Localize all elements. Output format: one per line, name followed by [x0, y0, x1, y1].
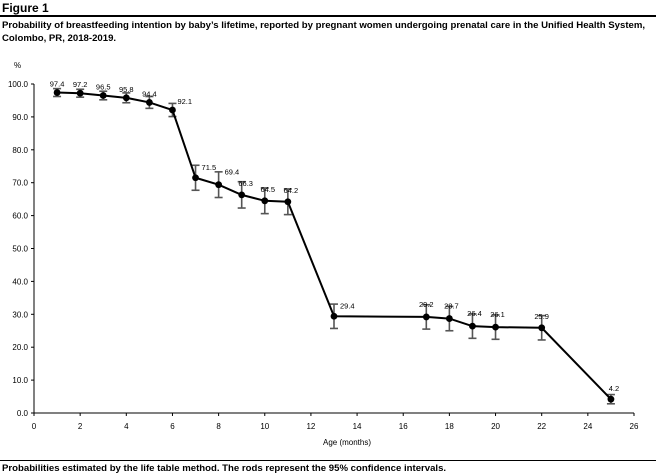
- data-label: 26.1: [490, 310, 505, 319]
- x-tick-label: 2: [78, 422, 83, 431]
- data-point: [145, 99, 153, 106]
- data-point: [99, 92, 107, 99]
- data-label: 66.3: [238, 179, 253, 188]
- x-tick-label: 24: [583, 422, 592, 431]
- x-tick-label: 12: [306, 422, 315, 431]
- footer-rule: [0, 460, 656, 461]
- data-label: 94.4: [142, 89, 157, 98]
- x-tick-label: 0: [32, 422, 37, 431]
- x-tick-label: 6: [170, 422, 175, 431]
- data-point: [169, 106, 176, 114]
- y-tick-label: 50.0: [12, 245, 28, 254]
- data-points: [53, 89, 615, 403]
- x-tick-label: 14: [353, 422, 362, 431]
- x-tick-label: 20: [491, 422, 500, 431]
- header-rule: [0, 15, 656, 17]
- data-point: [607, 395, 615, 403]
- y-tick-label: 20.0: [12, 343, 28, 352]
- data-point: [330, 312, 338, 320]
- data-label: 97.4: [50, 80, 65, 89]
- x-axis-ticks: 0 2 4 6 8 10 12 14 16 18 20 22 24 26: [32, 413, 639, 431]
- data-label: 4.2: [609, 384, 619, 393]
- x-tick-label: 22: [537, 422, 546, 431]
- data-point: [53, 89, 61, 96]
- data-point: [422, 313, 430, 321]
- chart-axes: [33, 84, 634, 414]
- data-point: [192, 174, 199, 182]
- y-tick-label: 90.0: [12, 113, 28, 122]
- y-tick-label: 30.0: [12, 310, 28, 319]
- data-label: 92.1: [177, 97, 192, 106]
- series-line: [57, 91, 612, 400]
- data-label: 64.5: [260, 185, 275, 194]
- y-axis-label: %: [14, 61, 21, 70]
- x-tick-label: 16: [399, 422, 408, 431]
- y-axis-ticks: 0.0 10.0 20.0 30.0 40.0 50.0 60.0 70.0 80.0 90.0 1…: [8, 80, 34, 418]
- y-tick-label: 40.0: [12, 277, 28, 286]
- data-label: 29.4: [340, 301, 355, 310]
- x-tick-label: 10: [260, 422, 269, 431]
- data-label: 71.5: [202, 163, 217, 172]
- x-tick-label: 26: [630, 422, 639, 431]
- data-point: [469, 322, 476, 330]
- data-point: [122, 94, 130, 102]
- data-point: [284, 198, 292, 206]
- data-point: [261, 197, 269, 205]
- data-point: [215, 181, 223, 189]
- data-label: 26.4: [467, 309, 482, 318]
- data-label: 95.8: [119, 85, 134, 94]
- data-labels: 97.4 97.2 96.5 95.8 94.4 92.1 71.5 69.4 66.3 64.5…: [50, 80, 619, 394]
- data-label: 69.4: [225, 168, 240, 177]
- data-point: [76, 89, 84, 97]
- x-tick-label: 4: [124, 422, 129, 431]
- data-point: [238, 191, 246, 199]
- y-tick-label: 80.0: [12, 146, 28, 155]
- data-point: [538, 324, 546, 332]
- x-tick-label: 18: [445, 422, 454, 431]
- y-tick-label: 10.0: [12, 376, 28, 385]
- figure-footnote: Probabilities estimated by the life tabl…: [2, 463, 447, 474]
- figure-caption: Probability of breastfeeding intention b…: [2, 20, 646, 44]
- x-axis-label: Age (months): [323, 438, 371, 447]
- data-label: 96.5: [96, 83, 111, 92]
- series-polyline: [57, 91, 612, 400]
- y-tick-label: 70.0: [12, 179, 28, 188]
- y-tick-label: 0.0: [17, 409, 29, 418]
- data-label: 97.2: [73, 80, 88, 89]
- data-point: [445, 315, 453, 322]
- x-tick-label: 8: [216, 422, 221, 431]
- figure-label: Figure 1: [2, 1, 49, 15]
- data-label: 29.2: [419, 300, 434, 309]
- data-label: 28.7: [444, 302, 459, 311]
- confidence-intervals: [53, 87, 615, 405]
- y-tick-label: 60.0: [12, 212, 28, 221]
- y-tick-label: 100.0: [8, 80, 29, 89]
- data-label: 64.2: [284, 186, 299, 195]
- data-point: [492, 323, 499, 331]
- data-label: 25.9: [534, 312, 549, 321]
